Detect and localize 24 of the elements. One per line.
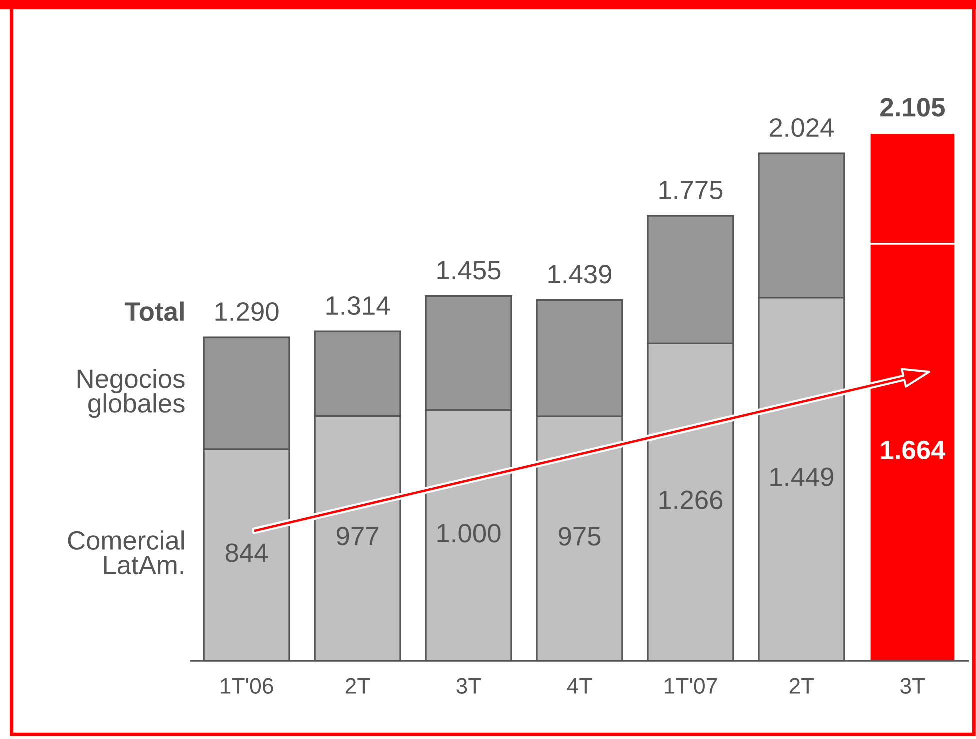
total-label: 1.290 [216,302,279,322]
data-label: 1.449 [770,468,834,486]
x-tick-label: 1T'06 [221,678,274,694]
total-label: 2.105 [880,98,945,117]
total-label: 1.439 [548,265,612,284]
data-label: 1.266 [660,490,723,510]
total-label: 2.024 [770,118,834,138]
series-label: Comercial LatAm. [68,530,184,575]
x-tick-label: 1T'07 [664,678,718,694]
total-label: 1.775 [660,181,723,200]
x-tick-label: 2T [790,678,814,694]
series-label: Negocios globales [78,368,185,418]
total-label: 1.455 [438,261,501,280]
x-tick-label: 3T [900,678,926,694]
x-tick-label: 3T [456,678,482,694]
x-tick-label: 2T [346,678,370,694]
data-label: 1.000 [438,524,501,543]
data-label: 1.664 [881,440,946,460]
data-label: 977 [337,526,378,546]
x-tick-label: 4T [567,678,592,694]
data-label: 975 [558,527,601,546]
total-label: 1.314 [326,296,390,316]
text: Total [124,302,184,322]
data-label: 844 [226,544,268,562]
